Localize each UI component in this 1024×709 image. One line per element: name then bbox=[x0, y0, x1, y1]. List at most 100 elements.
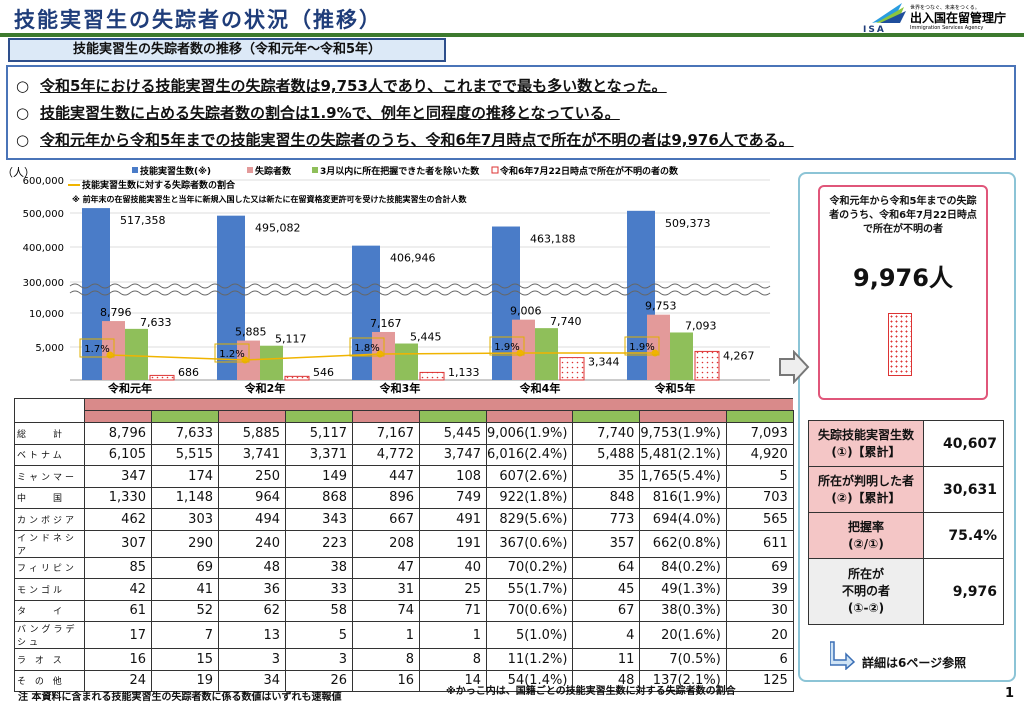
table-cell: 67 bbox=[572, 599, 641, 622]
table-cell: 7,167 bbox=[352, 422, 420, 445]
table-cell: 9,006(1.9%) bbox=[485, 422, 574, 445]
legend-swatch bbox=[312, 167, 318, 173]
legend-label: 令和6年7月22日時点で所在が不明の者の数 bbox=[499, 165, 679, 177]
table-cell: 52 bbox=[151, 599, 219, 622]
agency-logo: ISA 世界をつなぐ、未来をつくる。 出入国在留管理庁 Immigration … bbox=[862, 1, 1012, 35]
table-cell: 9,753(1.9%) bbox=[639, 422, 727, 445]
axis-break-wave bbox=[69, 283, 771, 289]
table-cell: 54(1.4%) bbox=[485, 669, 574, 692]
table-cell: 5 bbox=[725, 465, 794, 488]
table-cell: 3,747 bbox=[419, 443, 487, 466]
table-cell: 26 bbox=[285, 669, 353, 692]
table-cell: 47 bbox=[352, 556, 420, 579]
table-cell: 6 bbox=[725, 648, 794, 671]
arrow-corner-icon bbox=[830, 641, 856, 670]
row-label: ミャンマー bbox=[14, 465, 85, 488]
table-cell: 48 bbox=[218, 556, 286, 579]
logo-en: Immigration Services Agency bbox=[910, 25, 983, 31]
table-cell: 42 bbox=[84, 578, 152, 601]
table-row: ミャンマー 347 174 250 149 447 108 607(2.6%) 35 1,765(… bbox=[14, 465, 794, 488]
key-line: (①)【累計】 bbox=[831, 444, 901, 459]
table-cell: 58 bbox=[285, 599, 353, 622]
row-label: インドネシア bbox=[14, 529, 85, 558]
table-cell: 16 bbox=[84, 648, 152, 671]
right-summary-panel bbox=[798, 172, 1016, 682]
legend-label: 3月以内に所在把握できた者を除いた数 bbox=[320, 165, 480, 177]
y-unit-label: （人） bbox=[2, 166, 35, 179]
table-cell: 223 bbox=[285, 529, 353, 558]
table-cell: 6,105 bbox=[84, 443, 152, 466]
table-cell: 5,481(2.1%) bbox=[639, 443, 727, 466]
ratio-label: 1.9% bbox=[629, 342, 654, 353]
bar-unknown bbox=[559, 357, 585, 381]
table-cell: 829(5.6%) bbox=[485, 508, 574, 531]
page-number: 1 bbox=[1004, 686, 1014, 701]
table-cell: 816(1.9%) bbox=[639, 486, 727, 509]
bar-excluding-3months bbox=[670, 332, 693, 380]
table-cell: 108 bbox=[419, 465, 487, 488]
table-row: ベトナム 6,105 5,515 3,741 3,371 4,772 3,747 6,016(… bbox=[14, 443, 794, 466]
table-cell: 5,885 bbox=[218, 422, 286, 445]
row-label: フィリピン bbox=[14, 556, 85, 579]
bar-label-trainees: 509,373 bbox=[665, 217, 711, 230]
table-cell: 17 bbox=[84, 621, 152, 649]
table-cell: 11(1.2%) bbox=[485, 648, 574, 671]
table-cell: 39 bbox=[725, 578, 794, 601]
table-cell: 4 bbox=[572, 621, 641, 649]
bar-excluding-3months bbox=[260, 345, 283, 380]
legend-label: 技能実習生数に対する失踪者数の割合 bbox=[82, 179, 236, 191]
chart-footnote: ※ 前年末の在留技能実習生と当年に新規入国した又は新たに在留資格変更許可を受けた… bbox=[72, 194, 468, 204]
table-row: フィリピン 85 69 48 38 47 40 70(0.2%) 64 84(0.2%) 69 bbox=[14, 556, 794, 579]
bar-label-missing: 7,167 bbox=[370, 317, 402, 330]
bar-unknown bbox=[284, 375, 310, 381]
x-category-label: 令和元年 bbox=[107, 381, 152, 395]
summary-value: 75.4% bbox=[923, 512, 1004, 559]
table-cell: 14 bbox=[419, 669, 487, 692]
bullet-item: ○ 技能実習生数に占める失踪者数の割合は1.9%で、例年と同程度の推移となっている… bbox=[16, 100, 1006, 127]
table-cell: 3,371 bbox=[285, 443, 353, 466]
row-label: バングラデシュ bbox=[14, 621, 85, 649]
table-cell: 25 bbox=[419, 578, 487, 601]
bar-label-unknown: 4,267 bbox=[723, 349, 755, 362]
logo-abbr: ISA bbox=[863, 25, 886, 33]
bar-label-unknown: 546 bbox=[313, 366, 334, 379]
bullet-item: ○ 令和元年から令和5年までの技能実習生の失踪者のうち、令和6年7月時点で所在が不… bbox=[16, 127, 1006, 154]
table-cell: 8,796 bbox=[84, 422, 152, 445]
section-subtitle: 技能実習生の失踪者数の推移（令和元年～令和5年） bbox=[8, 38, 446, 62]
table-cell: 5,515 bbox=[151, 443, 219, 466]
table-cell: 1,765(5.4%) bbox=[639, 465, 727, 488]
key-line: (②/①) bbox=[848, 536, 884, 551]
header-divider bbox=[0, 33, 1024, 37]
table-cell: 1 bbox=[419, 621, 487, 649]
table-cell: 3 bbox=[285, 648, 353, 671]
table-cell: 24 bbox=[84, 669, 152, 692]
table-cell: 30 bbox=[725, 599, 794, 622]
table-cell: 1,330 bbox=[84, 486, 152, 509]
header-excluding bbox=[725, 410, 794, 423]
table-cell: 1,148 bbox=[151, 486, 219, 509]
header-missing bbox=[84, 410, 152, 423]
arrow-right-icon bbox=[779, 350, 810, 384]
table-cell: 250 bbox=[218, 465, 286, 488]
summary-bullets: ○ 令和5年における技能実習生の失踪者数は9,753人であり、これまでで最も多い数… bbox=[6, 65, 1016, 160]
missing-trainees-chart: 600,000 500,000 400,000 300,000 10,000 5,000 （… bbox=[2, 165, 771, 395]
legend-swatch bbox=[491, 166, 499, 174]
table-cell: 5 bbox=[285, 621, 353, 649]
summary-value: 30,631 bbox=[923, 466, 1004, 513]
table-cell: 13 bbox=[218, 621, 286, 649]
axis-break-wave bbox=[69, 290, 771, 296]
header-missing bbox=[352, 398, 487, 411]
bar-excluding-3months bbox=[535, 328, 558, 380]
bullet-text: 令和元年から令和5年までの技能実習生の失踪者のうち、令和6年7月時点で所在が不明… bbox=[40, 131, 794, 149]
table-cell: 607(2.6%) bbox=[485, 465, 574, 488]
table-cell: 565 bbox=[725, 508, 794, 531]
y-tick-label: 400,000 bbox=[23, 243, 64, 254]
table-cell: 343 bbox=[285, 508, 353, 531]
header-missing bbox=[352, 410, 420, 423]
bar-label-trainees: 517,358 bbox=[120, 214, 166, 227]
table-row: 総 計 8,796 7,633 5,885 5,117 7,167 5,445 9,006(1… bbox=[14, 422, 794, 445]
table-cell: 174 bbox=[151, 465, 219, 488]
table-cell: 8 bbox=[352, 648, 420, 671]
table-cell: 20(1.6%) bbox=[639, 621, 727, 649]
table-cell: 662(0.8%) bbox=[639, 529, 727, 558]
